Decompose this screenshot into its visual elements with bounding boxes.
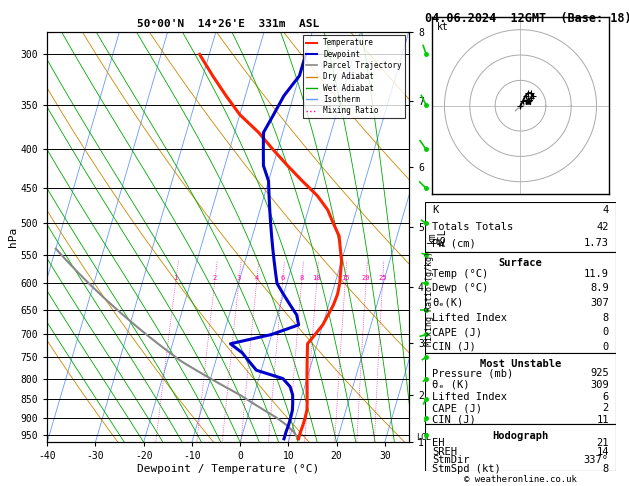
Text: 42: 42 xyxy=(596,222,609,232)
Text: 8.9: 8.9 xyxy=(590,283,609,294)
Text: Lifted Index: Lifted Index xyxy=(432,312,507,323)
Text: 309: 309 xyxy=(590,380,609,390)
Text: CIN (J): CIN (J) xyxy=(432,342,476,352)
Text: StmSpd (kt): StmSpd (kt) xyxy=(432,464,501,473)
Text: 20: 20 xyxy=(362,276,370,281)
Text: 04.06.2024  12GMT  (Base: 18): 04.06.2024 12GMT (Base: 18) xyxy=(425,12,629,25)
Text: 0: 0 xyxy=(603,327,609,337)
Bar xyxy=(425,353,616,424)
Title: 50°00'N  14°26'E  331m  ASL: 50°00'N 14°26'E 331m ASL xyxy=(137,19,319,30)
Text: CIN (J): CIN (J) xyxy=(432,415,476,425)
Text: Totals Totals: Totals Totals xyxy=(432,222,513,232)
Text: Most Unstable: Most Unstable xyxy=(480,360,561,369)
Text: 3: 3 xyxy=(237,276,241,281)
Text: 2: 2 xyxy=(603,403,609,413)
Text: 1.73: 1.73 xyxy=(584,238,609,248)
Text: Surface: Surface xyxy=(499,259,542,268)
Legend: Temperature, Dewpoint, Parcel Trajectory, Dry Adiabat, Wet Adiabat, Isotherm, Mi: Temperature, Dewpoint, Parcel Trajectory… xyxy=(303,35,405,118)
Text: LCL: LCL xyxy=(416,433,431,442)
X-axis label: Dewpoint / Temperature (°C): Dewpoint / Temperature (°C) xyxy=(137,464,319,474)
Text: K: K xyxy=(432,205,438,215)
Bar xyxy=(425,424,616,471)
Text: 8: 8 xyxy=(603,312,609,323)
Text: Dewp (°C): Dewp (°C) xyxy=(432,283,489,294)
Text: 11: 11 xyxy=(596,415,609,425)
Text: 15: 15 xyxy=(341,276,349,281)
Text: CAPE (J): CAPE (J) xyxy=(432,327,482,337)
Text: 25: 25 xyxy=(378,276,387,281)
Text: 14: 14 xyxy=(596,447,609,457)
Text: 307: 307 xyxy=(590,298,609,308)
Text: 1: 1 xyxy=(174,276,177,281)
Text: PW (cm): PW (cm) xyxy=(432,238,476,248)
Text: 6: 6 xyxy=(281,276,284,281)
Text: SREH: SREH xyxy=(432,447,457,457)
Text: 337°: 337° xyxy=(584,455,609,465)
Bar xyxy=(425,202,616,252)
Text: 4: 4 xyxy=(603,205,609,215)
Text: 0: 0 xyxy=(603,342,609,352)
Y-axis label: km
ASL: km ASL xyxy=(426,228,448,246)
Text: θₑ (K): θₑ (K) xyxy=(432,380,470,390)
Text: Mixing Ratio (g/kg): Mixing Ratio (g/kg) xyxy=(425,251,433,346)
Text: EH: EH xyxy=(432,438,445,448)
Text: 8: 8 xyxy=(299,276,304,281)
Text: 4: 4 xyxy=(254,276,259,281)
Text: Pressure (mb): Pressure (mb) xyxy=(432,368,513,379)
Text: CAPE (J): CAPE (J) xyxy=(432,403,482,413)
Text: 6: 6 xyxy=(603,392,609,401)
Text: 925: 925 xyxy=(590,368,609,379)
Text: © weatheronline.co.uk: © weatheronline.co.uk xyxy=(464,474,577,484)
Text: θₑ(K): θₑ(K) xyxy=(432,298,464,308)
Text: Lifted Index: Lifted Index xyxy=(432,392,507,401)
Text: StmDir: StmDir xyxy=(432,455,470,465)
Text: 11.9: 11.9 xyxy=(584,269,609,279)
Text: kt: kt xyxy=(437,22,448,32)
Text: 10: 10 xyxy=(313,276,321,281)
Text: Hodograph: Hodograph xyxy=(493,431,548,441)
Text: 21: 21 xyxy=(596,438,609,448)
Text: 2: 2 xyxy=(213,276,216,281)
Y-axis label: hPa: hPa xyxy=(8,227,18,247)
Text: 8: 8 xyxy=(603,464,609,473)
Bar xyxy=(425,252,616,353)
Text: Temp (°C): Temp (°C) xyxy=(432,269,489,279)
